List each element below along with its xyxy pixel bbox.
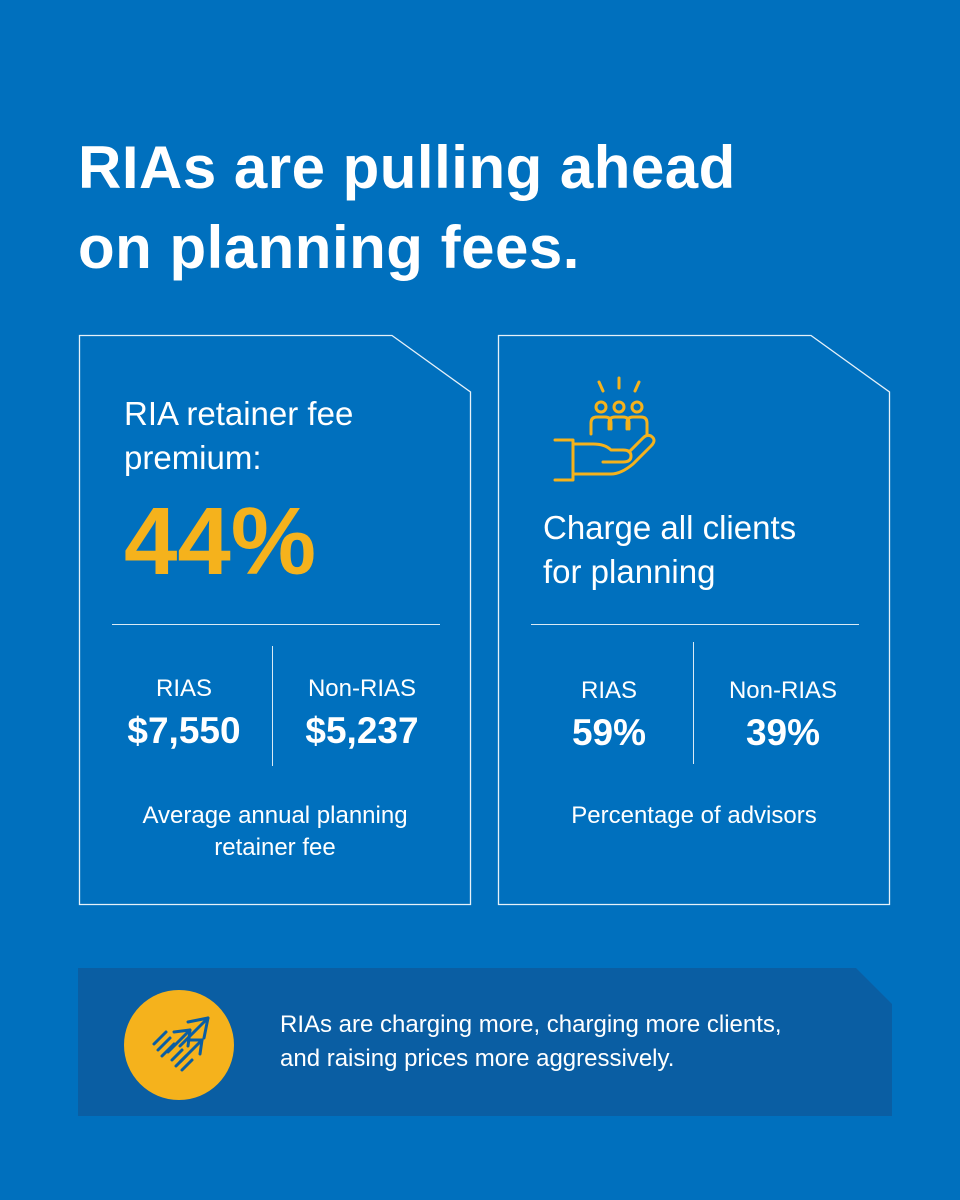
charge-all-clients-label: Charge all clients for planning [543,509,797,590]
rias-label: RIAS [155,675,212,702]
retainer-fee-card: RIA retainer fee premium: 44% RIAS $7,55… [78,334,472,906]
column-divider [272,646,273,766]
title-line-1: RIAs are pulling ahead [78,134,736,201]
rias-fee-value: $7,550 [127,710,241,751]
growth-arrows-badge [124,990,234,1100]
retainer-premium-value: 44% [124,488,317,595]
card-frame [78,334,472,906]
card-frame [497,334,891,906]
rias-percent-column: RIAS 59% [529,676,689,756]
banner-background [78,968,892,1116]
rias-fee-column: RIAS $7,550 [104,674,264,754]
summary-banner: RIAs are charging more, charging more cl… [78,968,892,1116]
retainer-fee-caption: Average annual planning retainer fee [142,802,408,861]
hand-holding-clients-icon [553,376,656,482]
rias-label: RIAS [580,677,637,704]
non-rias-label: Non-RIAS [307,675,417,702]
title-line-2: on planning fees. [78,214,580,281]
retainer-fee-label: RIA retainer fee premium: [124,395,354,476]
card-divider [531,624,859,625]
non-rias-fee-value: $5,237 [305,710,419,751]
non-rias-percent-column: Non-RIAS 39% [703,676,863,756]
banner-text: RIAs are charging more, charging more cl… [280,1011,782,1072]
card-divider [112,624,440,625]
page-title: RIAs are pulling ahead on planning fees. [78,128,736,288]
non-rias-label: Non-RIAS [728,677,838,704]
non-rias-percent-value: 39% [745,712,821,753]
charge-all-clients-card: Charge all clients for planning RIAS 59%… [497,334,891,906]
rias-percent-value: 59% [571,712,647,753]
advisors-caption: Percentage of advisors [571,802,817,829]
growth-arrows-icon [152,1016,210,1072]
non-rias-fee-column: Non-RIAS $5,237 [282,674,442,754]
column-divider [693,642,694,764]
